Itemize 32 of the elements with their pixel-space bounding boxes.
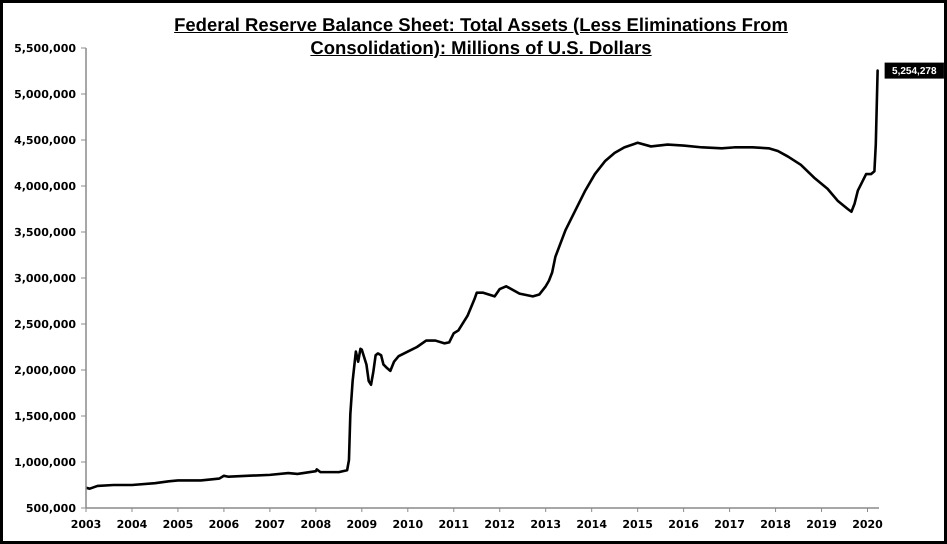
x-tick-label: 2017 [714,518,745,531]
x-tick-label: 2005 [162,518,194,531]
x-tick-label: 2010 [392,518,424,531]
x-tick-label: 2013 [530,518,562,531]
data-label: 5,254,278 [892,66,937,78]
x-tick-label: 2015 [622,518,653,531]
x-tick-label: 2008 [300,518,332,531]
y-tick-label: 3,000,000 [14,272,76,285]
x-tick-label: 2016 [668,518,700,531]
x-tick-label: 2019 [806,518,837,531]
x-tick-label: 2006 [208,518,240,531]
x-tick-label: 2012 [484,518,516,531]
x-tick-label: 2011 [438,518,470,531]
x-tick-label: 2003 [70,518,102,531]
x-tick-label: 2009 [346,518,378,531]
y-tick-label: 500,000 [26,502,76,515]
chart-title: Federal Reserve Balance Sheet: Total Assets (Less Eliminations From Consolidation): Millions of U.S. Dollars [173,13,789,59]
line-series [86,69,879,490]
x-tick-label: 2020 [852,518,884,531]
y-tick-label: 1,000,000 [14,456,76,469]
y-tick-label: 1,500,000 [14,410,76,423]
y-tick-label: 4,000,000 [14,180,76,193]
x-tick-label: 2014 [576,518,608,531]
y-tick-label: 4,500,000 [14,134,76,147]
x-tick-label: 2004 [116,518,148,531]
y-tick-label: 2,000,000 [14,364,76,377]
y-tick-label: 5,000,000 [14,88,76,101]
y-tick-label: 5,500,000 [14,42,76,55]
y-tick-label: 2,500,000 [14,318,76,331]
x-tick-label: 2007 [254,518,286,531]
y-tick-label: 3,500,000 [14,226,76,239]
x-tick-label: 2018 [760,518,791,531]
